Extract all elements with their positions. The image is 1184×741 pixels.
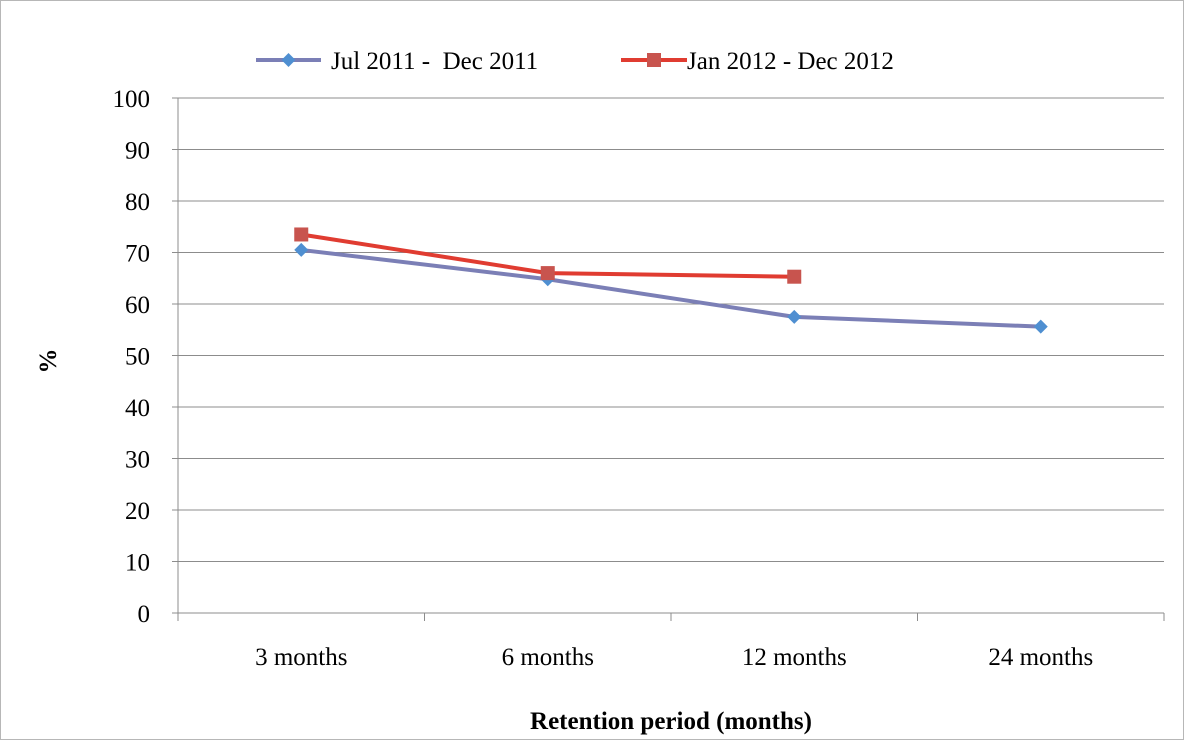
legend-label-2: Jan 2012 - Dec 2012 [687,48,894,75]
axes [172,97,1165,621]
legend-marker-1 [281,53,296,67]
y-tick-label: 30 [125,447,150,474]
legend: Jul 2011 - Dec 2011 Jan 2012 - Dec 2012 [256,48,894,75]
data-point-series-1 [787,309,802,324]
y-tick-label: 0 [138,601,151,628]
legend-marker-2 [647,53,661,67]
y-tick-label: 60 [125,292,150,319]
y-tick-label: 80 [125,189,150,216]
data-point-series-2 [787,269,802,284]
y-tick-label: 100 [113,86,151,113]
data-point-series-1 [294,242,309,257]
x-axis-title: Retention period (months) [530,708,812,735]
y-tick-label: 50 [125,344,150,371]
gridlines [178,97,1164,562]
y-axis-title: % [35,349,62,374]
y-tick-label: 10 [125,550,150,577]
y-tick-labels: 0 10 20 30 40 50 60 70 80 90 100 [113,86,151,628]
y-tick-label: 20 [125,498,150,525]
legend-label-1: Jul 2011 - Dec 2011 [331,48,538,75]
series-line-1 [299,247,1043,329]
x-tick-label: 6 months [502,644,594,671]
y-tick-label: 90 [125,138,150,165]
data-point-series-2 [294,227,309,242]
x-tick-label: 3 months [255,644,347,671]
series-lines [299,232,1043,329]
y-tick-label: 40 [125,395,150,422]
data-point-series-2 [540,266,555,281]
series-markers [294,227,1048,334]
x-tick-labels: 3 months 6 months 12 months 24 months [255,644,1093,671]
x-tick-label: 24 months [988,644,1093,671]
y-tick-label: 70 [125,241,150,268]
data-point-series-1 [1033,319,1048,334]
x-tick-label: 12 months [742,644,847,671]
